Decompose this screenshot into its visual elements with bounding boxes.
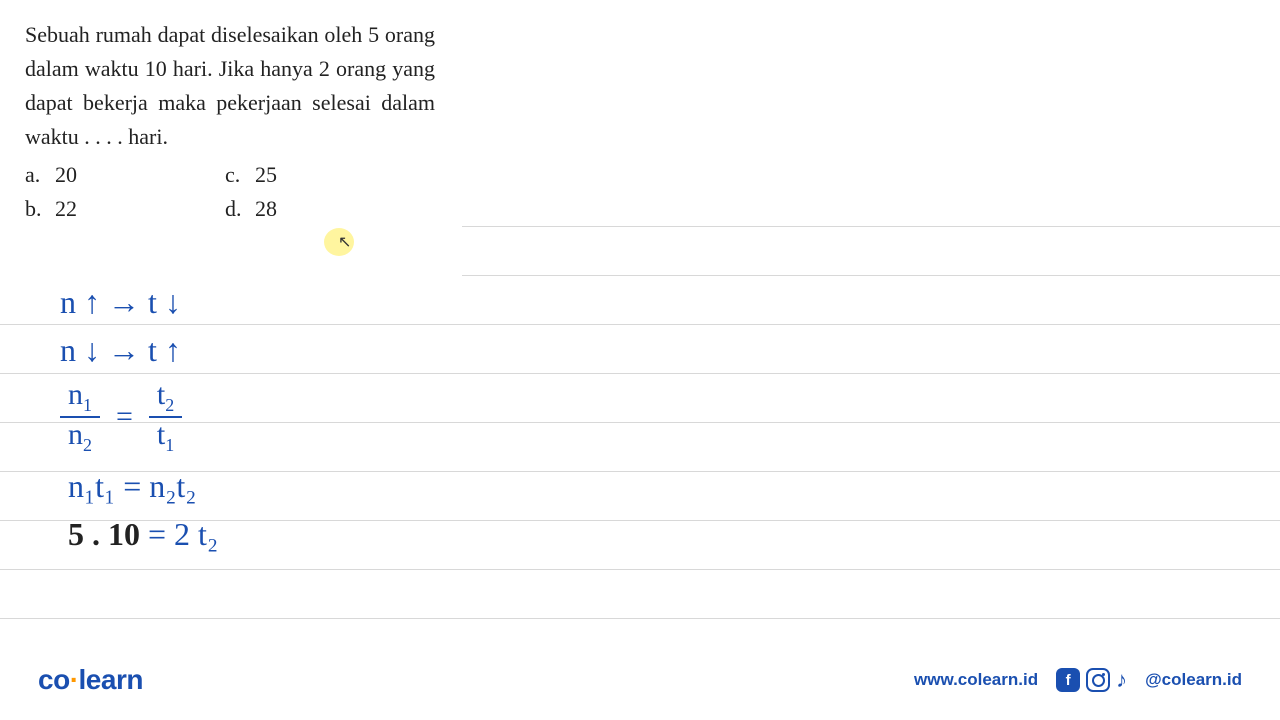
social-handle: @colearn.id — [1145, 670, 1242, 690]
colearn-logo: co·learn — [38, 664, 143, 696]
website-url: www.colearn.id — [914, 670, 1038, 690]
substitution-line: 5 . 10 = 2 t₂ — [60, 510, 218, 558]
footer-bar: co·learn www.colearn.id f ♪ @colearn.id — [0, 664, 1280, 696]
tiktok-icon: ♪ — [1116, 667, 1127, 693]
option-b: b.22 — [25, 192, 225, 226]
cross-multiply-line: n₁t₁ = n₂t₂ — [60, 462, 218, 510]
option-a: a.20 — [25, 158, 225, 192]
relation-line-2: n ↓ → t ↑ — [60, 326, 218, 374]
social-icons: f ♪ — [1056, 667, 1127, 693]
proportion-equation: n1 n2 = t2 t1 — [60, 378, 218, 456]
facebook-icon: f — [1056, 668, 1080, 692]
relation-line-1: n ↑ → t ↓ — [60, 278, 218, 326]
cursor-arrow-icon: ↖ — [338, 232, 351, 252]
question-text: Sebuah rumah dapat diselesaikan oleh 5 o… — [25, 18, 435, 154]
option-d: d.28 — [225, 192, 425, 226]
options-grid: a.20 b.22 c.25 d.28 — [25, 158, 435, 226]
question-block: Sebuah rumah dapat diselesaikan oleh 5 o… — [25, 18, 435, 227]
option-c: c.25 — [225, 158, 425, 192]
handwriting-work: n ↑ → t ↓ n ↓ → t ↑ n1 n2 = t2 t1 n₁t₁ =… — [60, 278, 218, 558]
instagram-icon — [1086, 668, 1110, 692]
